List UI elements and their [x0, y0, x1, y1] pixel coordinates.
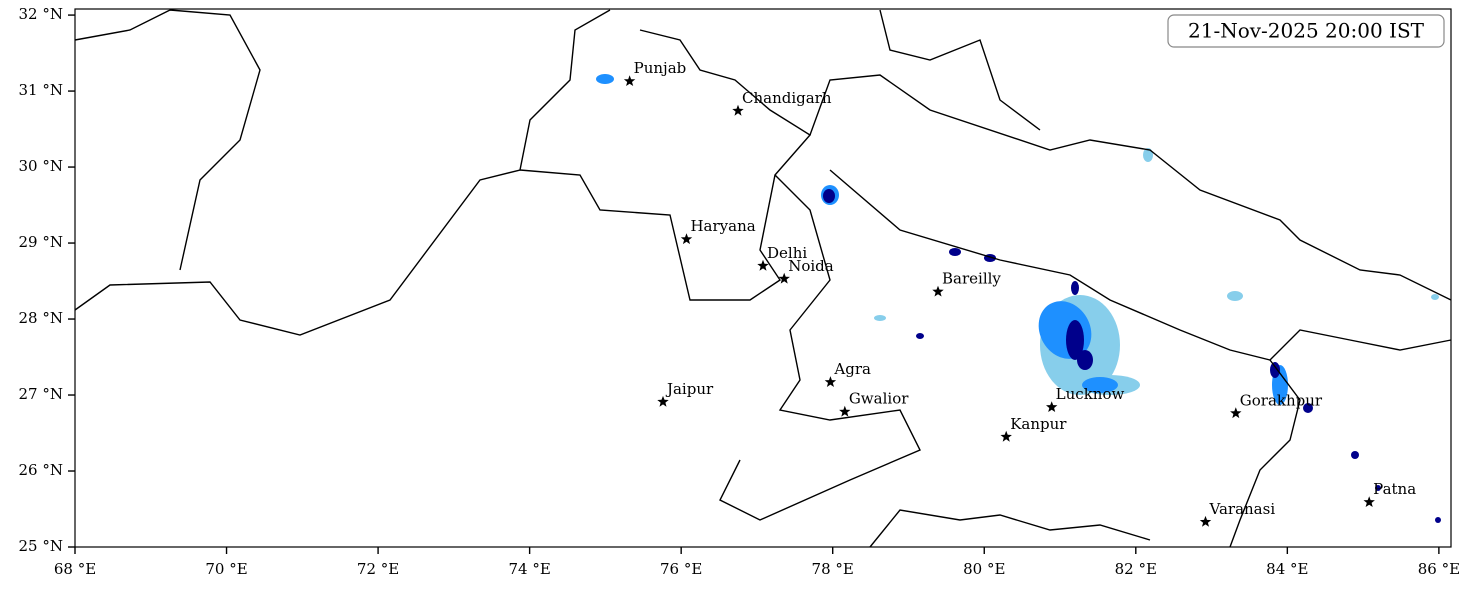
- city-label: Agra: [833, 360, 871, 378]
- city-label: Lucknow: [1056, 385, 1125, 403]
- city-marker: [680, 233, 693, 245]
- city-marker: [1363, 496, 1375, 507]
- city-label: Noida: [788, 257, 834, 275]
- city-label: Punjab: [634, 59, 687, 77]
- city-label: Chandigarh: [742, 89, 832, 107]
- city-marker: [1199, 515, 1212, 527]
- precipitation: [596, 74, 1441, 523]
- y-tick-label: 25 °N: [19, 537, 63, 555]
- city-marker: [839, 405, 851, 417]
- x-tick-label: 80 °E: [963, 560, 1005, 578]
- y-tick-label: 28 °N: [19, 309, 63, 327]
- y-tick-label: 32 °N: [19, 5, 63, 23]
- city-marker: [732, 104, 744, 116]
- x-tick-label: 86 °E: [1418, 560, 1460, 578]
- x-tick-label: 68 °E: [54, 560, 96, 578]
- city-label: Kanpur: [1010, 415, 1067, 433]
- title-box: 21-Nov-2025 20:00 IST: [1167, 14, 1445, 48]
- x-tick-label: 82 °E: [1115, 560, 1157, 578]
- city-marker: [757, 259, 769, 271]
- border: [719, 174, 921, 521]
- y-tick-label: 29 °N: [19, 233, 63, 251]
- border: [74, 9, 611, 336]
- city-label: Patna: [1373, 480, 1416, 498]
- x-tick-label: 78 °E: [812, 560, 854, 578]
- city-marker: [824, 376, 837, 387]
- map-layer: 68 °E 70 °E 72 °E 74 °E 76 °E 78 °E 80 °E 82 °E…: [19, 5, 1461, 578]
- city-label: Gorakhpur: [1240, 391, 1323, 409]
- border: [869, 509, 1151, 548]
- border: [519, 29, 812, 301]
- borders: [74, 9, 1452, 548]
- y-tick-label: 30 °N: [19, 157, 63, 175]
- city-marker: [932, 285, 944, 297]
- plot-frame: [74, 8, 1452, 548]
- city-label: Delhi: [767, 244, 807, 262]
- moderate-rain: [596, 74, 1288, 405]
- city-label: Haryana: [690, 217, 755, 235]
- x-tick-label: 74 °E: [508, 560, 550, 578]
- city-marker: [623, 75, 636, 86]
- y-tick-label: 26 °N: [19, 461, 63, 479]
- border: [1229, 359, 1301, 548]
- city-label: Bareilly: [942, 270, 1001, 288]
- border: [74, 9, 261, 271]
- city-marker: [1000, 430, 1012, 442]
- city-marker: [778, 272, 790, 284]
- city-label: Varanasi: [1209, 500, 1276, 518]
- border: [829, 169, 1452, 361]
- city-marker: [1230, 407, 1242, 419]
- city-marker: [1046, 401, 1058, 412]
- title-frame: [1167, 14, 1445, 48]
- city-label: Jaipur: [665, 380, 714, 398]
- heavy-rain: [823, 189, 1441, 523]
- border: [879, 9, 1041, 131]
- map-title: 21-Nov-2025 20:00 IST: [1188, 19, 1425, 43]
- x-tick-label: 72 °E: [357, 560, 399, 578]
- city-marker: [657, 395, 669, 407]
- x-tick-label: 70 °E: [205, 560, 247, 578]
- x-tick-label: 84 °E: [1266, 560, 1308, 578]
- x-tick-label: 76 °E: [660, 560, 702, 578]
- city-label: Gwalior: [849, 390, 909, 408]
- y-tick-label: 27 °N: [19, 385, 63, 403]
- border: [809, 74, 1452, 301]
- y-tick-label: 31 °N: [19, 81, 63, 99]
